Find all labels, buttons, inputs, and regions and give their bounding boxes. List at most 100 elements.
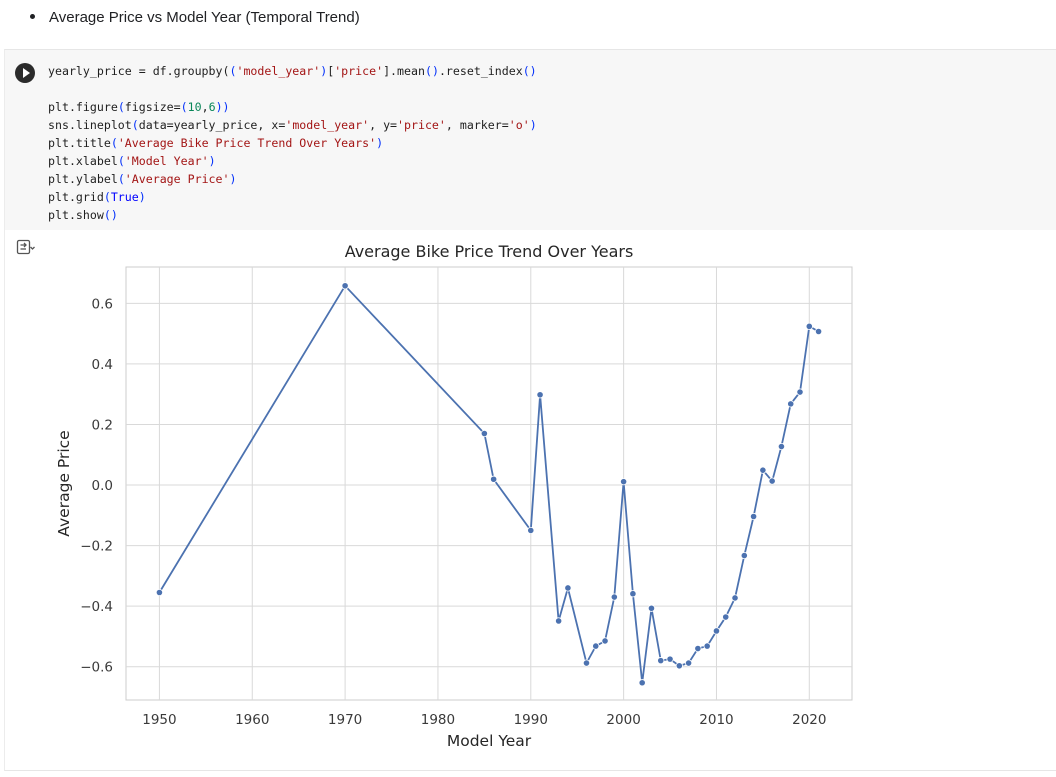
data-point-marker: [777, 442, 786, 451]
markdown-bullet: Average Price vs Model Year (Temporal Tr…: [30, 9, 360, 26]
code-token: , y=: [369, 118, 398, 132]
data-point-marker: [675, 662, 683, 670]
y-tick-label: −0.6: [80, 660, 113, 676]
markdown-bullet-text: Average Price vs Model Year (Temporal Tr…: [49, 9, 360, 26]
code-token: )): [215, 100, 230, 114]
code-token: plt.xlabel: [48, 154, 118, 168]
data-point-marker: [555, 617, 563, 625]
y-tick-label: −0.4: [80, 599, 113, 615]
code-token: True: [110, 190, 139, 204]
code-token: plt.figure: [48, 100, 118, 114]
data-point-marker: [620, 478, 628, 486]
y-tick-label: 0.0: [92, 478, 113, 494]
code-token: (): [103, 208, 118, 222]
x-tick-label: 1980: [421, 712, 455, 728]
x-axis-label: Model Year: [447, 732, 532, 750]
data-point-marker: [657, 657, 665, 665]
y-tick-label: 0.2: [92, 417, 113, 433]
data-point-marker: [685, 659, 693, 667]
code-token: ): [320, 64, 328, 78]
x-tick-label: 2010: [699, 712, 733, 728]
code-token: [: [327, 64, 335, 78]
code-token: ): [229, 172, 237, 186]
data-point-marker: [805, 322, 813, 330]
data-point-marker: [601, 637, 609, 645]
chart-output: 1950 1960 1970 1980 1990 2000 2010 2020 −0.6 −0.4…: [40, 190, 890, 765]
data-point-marker: [787, 400, 795, 408]
code-editor[interactable]: yearly_price = df.groupby(('model_year')…: [5, 50, 1056, 230]
y-tick-label: 0.6: [92, 296, 113, 312]
code-token: (: [229, 64, 237, 78]
code-token: (): [522, 64, 537, 78]
code-token: ): [376, 136, 384, 150]
data-point-marker: [647, 604, 656, 612]
code-token: 'price': [397, 118, 446, 132]
bullet-dot: [30, 13, 35, 19]
code-cell[interactable]: yearly_price = df.groupby(('model_year')…: [4, 49, 1056, 771]
data-point-marker: [712, 627, 721, 635]
data-point-marker: [694, 644, 702, 653]
output-toggle-icon[interactable]: [15, 237, 35, 257]
code-token: ): [529, 118, 537, 132]
code-token: 'model_year': [236, 64, 321, 78]
code-token: (: [103, 190, 111, 204]
data-point-marker: [610, 593, 618, 601]
data-point-marker: [740, 551, 748, 560]
data-point-marker: [768, 477, 776, 485]
code-token: sns.lineplot: [48, 118, 132, 132]
code-token: ): [138, 190, 146, 204]
code-token: 'Average Bike Price Trend Over Years': [117, 136, 377, 150]
code-token: data=yearly_price, x=: [138, 118, 286, 132]
chart-title: Average Bike Price Trend Over Years: [345, 242, 634, 261]
x-tick-label: 2000: [606, 712, 640, 728]
data-point-marker: [731, 594, 739, 602]
data-point-marker: [527, 526, 535, 535]
data-point-marker: [490, 475, 498, 483]
data-point-marker: [582, 659, 591, 667]
data-point-marker: [480, 429, 488, 438]
code-token: ): [208, 154, 216, 168]
code-token: plt.grid: [48, 190, 104, 204]
code-line: plt.grid(True): [48, 188, 537, 206]
data-point-marker: [155, 588, 164, 597]
y-axis-label: Average Price: [55, 430, 73, 536]
line-chart: 1950 1960 1970 1980 1990 2000 2010 2020 −0.6 −0.4…: [55, 242, 853, 750]
code-token: 'o': [508, 118, 530, 132]
code-token: (: [117, 172, 125, 186]
code-token: (: [117, 100, 125, 114]
x-tick-label: 1970: [328, 712, 362, 728]
data-point-marker: [759, 466, 767, 474]
plot-area: [125, 266, 853, 701]
data-point-marker: [814, 327, 823, 336]
code-token: plt.ylabel: [48, 172, 118, 186]
code-token: (: [117, 154, 125, 168]
x-tick-label: 2020: [792, 712, 826, 728]
code-token: 'model_year': [285, 118, 370, 132]
code-token: 'price': [334, 64, 384, 78]
series-line: [158, 284, 820, 683]
code-text[interactable]: yearly_price = df.groupby(('model_year')…: [48, 62, 537, 224]
code-token: , marker=: [445, 118, 509, 132]
code-token: 'Model Year': [124, 154, 209, 168]
code-line: plt.xlabel('Model Year'): [48, 152, 537, 170]
x-tick-label: 1990: [514, 712, 548, 728]
data-point-marker: [703, 642, 711, 650]
code-line: yearly_price = df.groupby(('model_year')…: [48, 62, 537, 80]
code-token: ,: [201, 100, 209, 114]
code-line: plt.figure(figsize=(10,6)): [48, 98, 537, 116]
y-tick-label: 0.4: [92, 357, 113, 373]
data-point-marker: [629, 590, 637, 598]
data-point-marker: [666, 655, 674, 663]
code-token: (): [424, 64, 439, 78]
code-token: 10: [187, 100, 202, 114]
data-point-marker: [722, 613, 730, 621]
data-point-marker: [638, 679, 646, 687]
code-token: ].mean: [383, 64, 425, 78]
code-token: 6: [208, 100, 216, 114]
code-line: [48, 80, 537, 98]
data-point-marker: [749, 512, 758, 521]
play-icon[interactable]: [15, 63, 35, 83]
code-token: yearly_price = df.groupby(: [48, 64, 230, 78]
data-point-marker: [564, 584, 572, 592]
code-token: 'Average Price': [124, 172, 230, 186]
